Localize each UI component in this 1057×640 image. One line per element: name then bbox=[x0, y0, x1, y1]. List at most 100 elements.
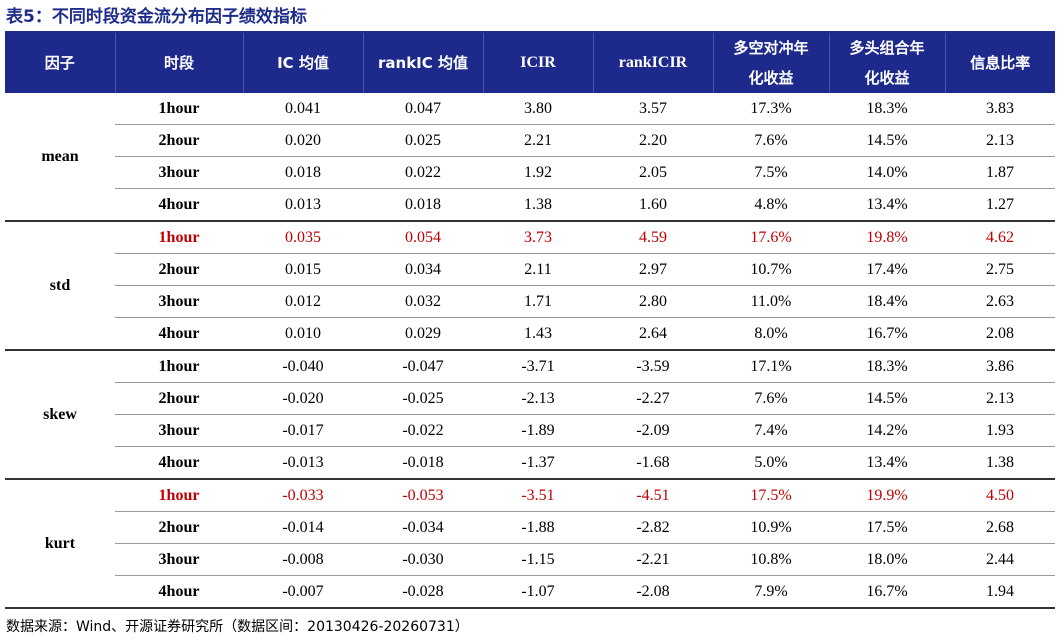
rankic-mean-cell: -0.047 bbox=[363, 350, 483, 383]
table-row: skew 1hour -0.040 -0.047 -3.71 -3.59 17.1% 18.3… bbox=[5, 350, 1055, 480]
icir-cell: -3.71 bbox=[483, 350, 593, 383]
table-row: 4hour 0.013 0.018 1.38 1.60 4.8% 13.4% 1.27 bbox=[5, 188, 1055, 222]
factor-cell: kurt bbox=[5, 479, 115, 609]
table-row: mean 1hour 0.041 0.047 3.80 3.57 17.3% 18.3% 3.8… bbox=[5, 93, 1055, 222]
ic-mean-cell: 0.018 bbox=[243, 156, 363, 189]
period-cell: 1hour bbox=[115, 93, 243, 125]
long-only-return-cell: 17.5% bbox=[829, 511, 945, 544]
rankic-mean-cell: -0.025 bbox=[363, 382, 483, 415]
period-cell: 4hour bbox=[115, 188, 243, 222]
rankicir-cell: -2.27 bbox=[593, 382, 713, 415]
long-short-return-cell: 10.9% bbox=[713, 511, 829, 544]
information-ratio-cell: 3.86 bbox=[945, 350, 1055, 383]
header-long-short-return: 多空对冲年 化收益 bbox=[712, 33, 829, 93]
period-cell: 2hour bbox=[115, 511, 243, 544]
period-cell: 3hour bbox=[115, 414, 243, 447]
rankicir-cell: -2.21 bbox=[593, 543, 713, 576]
long-short-return-cell: 7.5% bbox=[713, 156, 829, 189]
icir-cell: -1.88 bbox=[483, 511, 593, 544]
icir-cell: -1.15 bbox=[483, 543, 593, 576]
long-only-return-cell: 18.0% bbox=[829, 543, 945, 576]
long-short-return-cell: 7.6% bbox=[713, 124, 829, 157]
ic-mean-cell: 0.010 bbox=[243, 317, 363, 351]
rankicir-cell: 2.97 bbox=[593, 253, 713, 286]
rankicir-cell: -2.09 bbox=[593, 414, 713, 447]
ic-mean-cell: 0.012 bbox=[243, 285, 363, 318]
rankic-mean-cell: 0.034 bbox=[363, 253, 483, 286]
icir-cell: -1.37 bbox=[483, 446, 593, 480]
rankic-mean-cell: -0.030 bbox=[363, 543, 483, 576]
ic-mean-cell: -0.020 bbox=[243, 382, 363, 415]
rankic-mean-cell: -0.028 bbox=[363, 575, 483, 609]
long-only-return-cell: 18.4% bbox=[829, 285, 945, 318]
information-ratio-cell: 1.38 bbox=[945, 446, 1055, 480]
ic-mean-cell: 0.013 bbox=[243, 188, 363, 222]
table-row: 4hour -0.013 -0.018 -1.37 -1.68 5.0% 13.4% 1.38 bbox=[5, 446, 1055, 480]
long-short-return-cell: 11.0% bbox=[713, 285, 829, 318]
rankic-mean-cell: -0.018 bbox=[363, 446, 483, 480]
information-ratio-cell: 1.27 bbox=[945, 188, 1055, 222]
period-cell: 4hour bbox=[115, 575, 243, 609]
table-body: mean 1hour 0.041 0.047 3.80 3.57 17.3% 18.3% 3.8… bbox=[5, 93, 1055, 609]
period-cell: 4hour bbox=[115, 446, 243, 480]
long-only-return-cell: 19.9% bbox=[829, 479, 945, 512]
icir-cell: 3.80 bbox=[483, 93, 593, 125]
table-row: 4hour 0.010 0.029 1.43 2.64 8.0% 16.7% 2.08 bbox=[5, 317, 1055, 351]
rankicir-cell: -4.51 bbox=[593, 479, 713, 512]
period-cell: 3hour bbox=[115, 156, 243, 189]
table-row: kurt 1hour -0.033 -0.053 -3.51 -4.51 17.5% 19.9… bbox=[5, 479, 1055, 609]
icir-cell: -1.89 bbox=[483, 414, 593, 447]
period-cell: 2hour bbox=[115, 253, 243, 286]
long-only-return-cell: 13.4% bbox=[829, 188, 945, 222]
ic-mean-cell: -0.014 bbox=[243, 511, 363, 544]
factor-cell: std bbox=[5, 221, 115, 351]
information-ratio-cell: 2.13 bbox=[945, 124, 1055, 157]
long-only-return-cell: 16.7% bbox=[829, 575, 945, 609]
factor-cell: skew bbox=[5, 350, 115, 480]
rankicir-cell: 3.57 bbox=[593, 93, 713, 125]
information-ratio-cell: 2.08 bbox=[945, 317, 1055, 351]
period-cell: 1hour bbox=[115, 479, 243, 512]
rankicir-cell: 1.60 bbox=[593, 188, 713, 222]
long-only-return-cell: 18.3% bbox=[829, 93, 945, 125]
icir-cell: 1.43 bbox=[483, 317, 593, 351]
information-ratio-cell: 1.87 bbox=[945, 156, 1055, 189]
period-cell: 3hour bbox=[115, 285, 243, 318]
ic-mean-cell: 0.035 bbox=[243, 221, 363, 254]
table-row: std 1hour 0.035 0.054 3.73 4.59 17.6% 19.8% 4.62 bbox=[5, 221, 1055, 351]
long-only-return-cell: 14.5% bbox=[829, 382, 945, 415]
long-short-return-cell: 5.0% bbox=[713, 446, 829, 480]
table-row: 3hour 0.012 0.032 1.71 2.80 11.0% 18.4% 2.63 bbox=[5, 285, 1055, 318]
ic-mean-cell: -0.017 bbox=[243, 414, 363, 447]
long-short-return-cell: 17.1% bbox=[713, 350, 829, 383]
title-rule bbox=[5, 31, 1055, 33]
icir-cell: -2.13 bbox=[483, 382, 593, 415]
long-short-return-cell: 10.7% bbox=[713, 253, 829, 286]
icir-cell: -3.51 bbox=[483, 479, 593, 512]
rankicir-cell: -1.68 bbox=[593, 446, 713, 480]
rankic-mean-cell: 0.047 bbox=[363, 93, 483, 125]
information-ratio-cell: 2.63 bbox=[945, 285, 1055, 318]
rankicir-cell: 2.64 bbox=[593, 317, 713, 351]
information-ratio-cell: 4.50 bbox=[945, 479, 1055, 512]
information-ratio-cell: 2.13 bbox=[945, 382, 1055, 415]
performance-table: 因子 时段 IC 均值 rankIC 均值 ICIR rankICIR 多空对冲… bbox=[5, 33, 1055, 609]
long-only-return-cell: 13.4% bbox=[829, 446, 945, 480]
period-cell: 2hour bbox=[115, 124, 243, 157]
long-only-return-cell: 14.2% bbox=[829, 414, 945, 447]
period-cell: 2hour bbox=[115, 382, 243, 415]
table-row: 2hour 0.015 0.034 2.11 2.97 10.7% 17.4% 2.75 bbox=[5, 253, 1055, 286]
ic-mean-cell: 0.020 bbox=[243, 124, 363, 157]
rankic-mean-cell: 0.018 bbox=[363, 188, 483, 222]
period-cell: 1hour bbox=[115, 350, 243, 383]
header-ic-mean: IC 均值 bbox=[242, 33, 363, 93]
rankicir-cell: -2.82 bbox=[593, 511, 713, 544]
information-ratio-cell: 2.75 bbox=[945, 253, 1055, 286]
table-row: 2hour -0.014 -0.034 -1.88 -2.82 10.9% 17.5% 2.6… bbox=[5, 511, 1055, 544]
header-information-ratio: 信息比率 bbox=[944, 33, 1055, 93]
ic-mean-cell: -0.033 bbox=[243, 479, 363, 512]
long-only-return-cell: 14.5% bbox=[829, 124, 945, 157]
long-short-return-cell: 17.3% bbox=[713, 93, 829, 125]
information-ratio-cell: 1.93 bbox=[945, 414, 1055, 447]
header-row: 因子 时段 IC 均值 rankIC 均值 ICIR rankICIR 多空对冲… bbox=[5, 33, 1055, 93]
